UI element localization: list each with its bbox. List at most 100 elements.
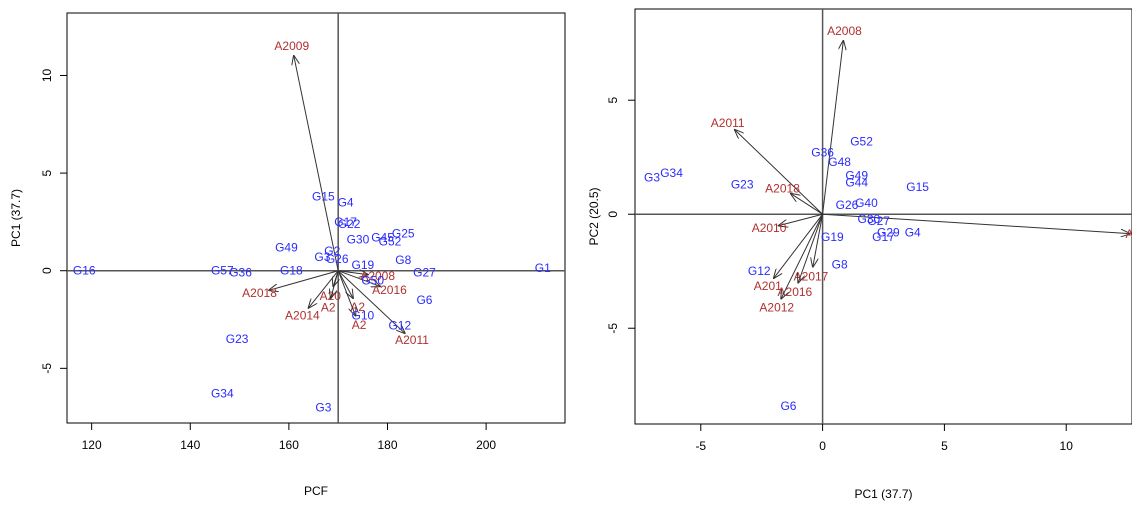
genotype-label: G15 (312, 190, 335, 204)
environment-label: A2008 (827, 24, 862, 38)
genotype-label: G18 (280, 264, 303, 278)
genotype-label: G19 (821, 230, 844, 244)
y-tick-label: -5 (606, 323, 620, 334)
genotype-label: G40 (855, 196, 878, 210)
x-tick-label: 160 (279, 438, 299, 452)
genotype-label: G3 (315, 400, 331, 414)
environment-vector-arrow (822, 213, 1130, 233)
y-tick-label: -5 (40, 363, 54, 374)
genotype-label: G10 (351, 309, 374, 323)
environment-vector-arrow (338, 270, 380, 287)
environment-vector-arrow (735, 130, 823, 215)
genotype-label: G49 (275, 240, 298, 254)
y-tick-label: 0 (40, 267, 54, 274)
environment-label: A2009 (274, 39, 309, 53)
environment-label: A2012 (759, 301, 794, 315)
environment-vector-arrow (822, 41, 844, 215)
x-tick-label: 200 (476, 438, 496, 452)
environment-vector-arrow (294, 56, 339, 271)
genotype-label: G22 (338, 217, 361, 231)
genotype-label: G15 (906, 180, 929, 194)
genotype-label: G52 (850, 134, 873, 148)
environment-label: A2 (321, 301, 336, 315)
environment-label: A201 (754, 279, 782, 293)
environment-label: A2010 (752, 221, 787, 235)
genotype-label: G30 (858, 212, 881, 226)
genotype-label: G36 (229, 266, 252, 280)
x-tick-label: 5 (941, 439, 948, 453)
y-tick-label: 5 (40, 169, 54, 176)
plot-frame (634, 8, 1132, 425)
genotype-label: G6 (416, 293, 432, 307)
x-tick-label: 0 (819, 439, 826, 453)
genotype-label: G3 (314, 250, 330, 264)
genotype-label: G4 (905, 225, 921, 239)
environment-vector-arrow (781, 213, 824, 298)
y-tick-label: 0 (606, 211, 620, 218)
genotype-label: G48 (828, 155, 851, 169)
biplot-left: 120 140 160 180 200 -5 0 5 10 PCF PC1 (37.7) A2009 A… (9, 12, 566, 498)
environment-vector-arrow (337, 270, 355, 316)
genotype-label: G17 (872, 230, 895, 244)
plot-frame (66, 12, 566, 424)
genotype-label: G29 (877, 225, 900, 239)
environment-label: A2016 (372, 283, 407, 297)
genotype-label: G45 (371, 231, 394, 245)
environment-vector-arrow (791, 194, 823, 215)
genotype-label: G12 (748, 264, 771, 278)
genotype-label: G26 (326, 252, 349, 266)
environment-label: A2008 (360, 269, 395, 283)
environment-vector-arrow (337, 270, 405, 333)
genotype-label: G1 (535, 261, 551, 275)
genotype-label: G49 (845, 168, 868, 182)
environment-label: A2011 (395, 333, 429, 347)
genotype-label: G23 (731, 178, 754, 192)
genotype-label: G57 (211, 264, 234, 278)
y-tick-label: 5 (606, 97, 620, 104)
genotype-label: G6 (780, 399, 796, 413)
genotype-label: G26 (836, 198, 859, 212)
x-tick-label: 140 (180, 438, 200, 452)
genotype-label: G34 (660, 166, 683, 180)
environment-label: A2011 (711, 116, 745, 130)
environment-vector-arrow (337, 270, 353, 298)
genotype-label: G4 (338, 195, 354, 209)
genotype-label: G8 (395, 253, 411, 267)
genotype-label: G8 (832, 257, 848, 271)
environment-label: A2018 (242, 286, 277, 300)
x-tick-label: 180 (377, 438, 397, 452)
x-tick-label: -5 (695, 439, 706, 453)
x-tick-label: 120 (82, 438, 102, 452)
genotype-label: G23 (226, 332, 249, 346)
genotype-label: G2 (324, 244, 340, 258)
y-tick-label: 10 (40, 68, 54, 82)
environment-vector-arrow (338, 271, 368, 275)
genotype-label: G36 (811, 146, 834, 160)
genotype-label: G30 (347, 232, 370, 246)
genotype-label: G34 (211, 387, 234, 401)
environment-label: A200 (1126, 227, 1132, 241)
genotype-label: G25 (392, 227, 415, 241)
genotype-label: G52 (379, 234, 402, 248)
environment-vector-arrow (331, 270, 339, 298)
plot-area: A2008A2011A2018A2010A200A2017A201A2016A2… (635, 9, 1132, 424)
y-axis-title: PC1 (37.7) (9, 189, 23, 247)
y-axis-title: PC2 (20.5) (587, 187, 601, 245)
genotype-label: G44 (845, 175, 868, 189)
environment-label: A2 (352, 318, 367, 332)
genotype-label: G16 (73, 264, 96, 278)
environment-label: A2018 (765, 181, 800, 195)
environment-vector-arrow (774, 213, 823, 278)
x-axis-title: PCF (304, 484, 328, 498)
genotype-label: G50 (361, 273, 384, 287)
environment-label: A2014 (285, 309, 320, 323)
environment-vector-arrow (813, 214, 824, 266)
genotype-label: G27 (413, 266, 436, 280)
genotype-label: G19 (351, 258, 374, 272)
environment-vector-arrow (269, 270, 339, 291)
genotype-label: G17 (334, 215, 357, 229)
environment-vector-arrow (779, 213, 823, 225)
genotype-label: G3 (644, 171, 660, 185)
